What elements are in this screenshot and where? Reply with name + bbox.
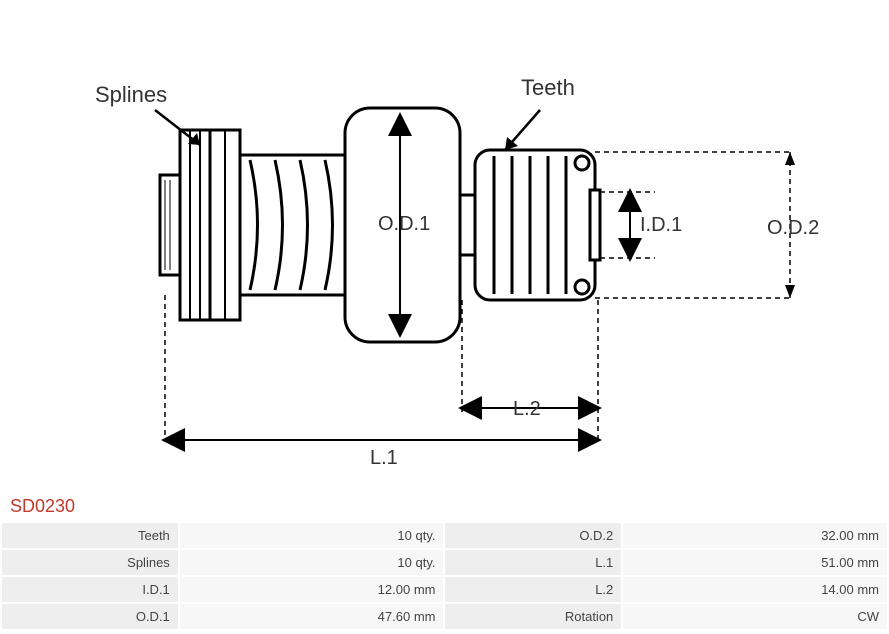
spec-value: 32.00 mm [623,523,887,548]
spec-value: 10 qty. [180,550,444,575]
spec-label: O.D.2 [445,523,621,548]
table-row: O.D.147.60 mmRotationCW [2,604,887,629]
annot-splines: Splines [95,82,167,108]
spec-table: Teeth10 qty.O.D.232.00 mmSplines10 qty.L… [0,521,889,631]
table-row: I.D.112.00 mmL.214.00 mm [2,577,887,602]
label-od2: O.D.2 [767,217,819,240]
spec-label: Rotation [445,604,621,629]
spec-value: 51.00 mm [623,550,887,575]
label-od1: O.D.1 [378,213,430,236]
spec-label: L.1 [445,550,621,575]
part-number: SD0230 [0,490,889,521]
diagram-svg [0,0,889,490]
annot-teeth: Teeth [521,75,575,101]
table-row: Splines10 qty.L.151.00 mm [2,550,887,575]
spec-value: 10 qty. [180,523,444,548]
label-l1: L.1 [370,447,398,470]
technical-diagram: Splines Teeth O.D.1 O.D.2 I.D.1 L.1 L.2 [0,0,889,490]
label-id1: I.D.1 [640,214,682,237]
spec-value: 47.60 mm [180,604,444,629]
spec-value: 14.00 mm [623,577,887,602]
spec-label: I.D.1 [2,577,178,602]
spec-value: CW [623,604,887,629]
spec-label: Splines [2,550,178,575]
spec-label: L.2 [445,577,621,602]
spec-label: Teeth [2,523,178,548]
spec-value: 12.00 mm [180,577,444,602]
spec-label: O.D.1 [2,604,178,629]
table-row: Teeth10 qty.O.D.232.00 mm [2,523,887,548]
label-l2: L.2 [513,398,541,421]
